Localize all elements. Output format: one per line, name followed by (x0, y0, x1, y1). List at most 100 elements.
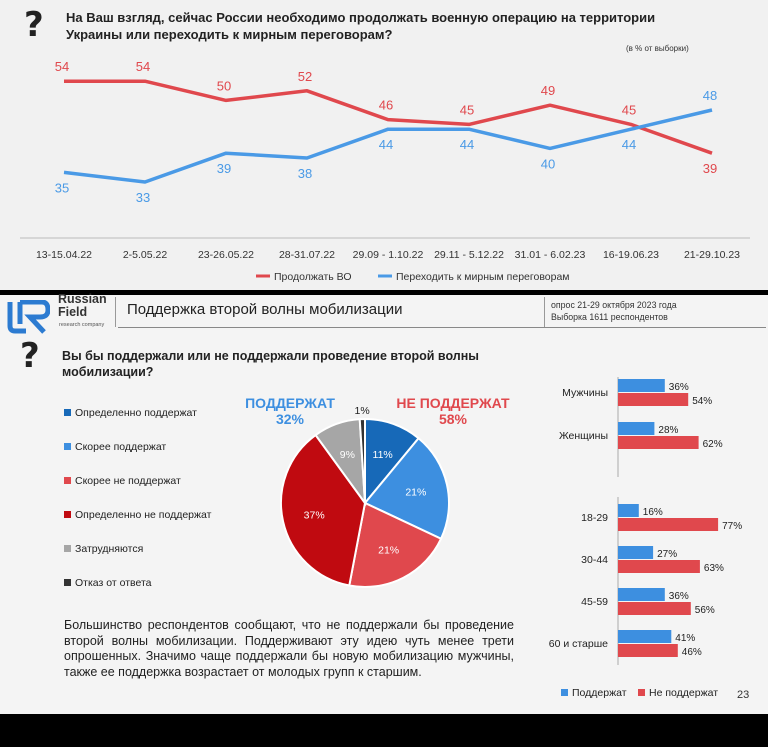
data-label: 54 (136, 59, 150, 74)
bar-category-label: Мужчины (562, 387, 608, 399)
logo-line-1: Russian (58, 292, 107, 306)
pie-value-label: 9% (340, 449, 355, 461)
pie-legend-item: Затрудняются (64, 543, 143, 555)
pie-legend-item: Определенно поддержат (64, 407, 197, 419)
legend-label: Скорее не поддержат (75, 475, 181, 487)
legend-swatch (638, 689, 645, 696)
bar-category-label: Женщины (559, 430, 608, 442)
bar-category-label: 60 и старше (549, 638, 608, 650)
data-label: 54 (55, 59, 69, 74)
data-label: 40 (541, 156, 555, 171)
legend-swatch (64, 443, 71, 450)
bar-legend-oppose: Не поддержат (638, 687, 718, 699)
bar (618, 393, 689, 406)
legend-swatch (64, 511, 71, 518)
survey-info: опрос 21-29 октября 2023 года Выборка 16… (551, 299, 677, 323)
logo-line-2: Field (58, 305, 88, 319)
data-label: 45 (622, 102, 636, 117)
legend-label: Продолжать ВО (274, 271, 352, 283)
survey-date: опрос 21-29 октября 2023 года (551, 300, 677, 310)
data-label: 50 (217, 78, 231, 93)
x-tick-label: 31.01 - 6.02.23 (515, 249, 586, 261)
support-value: 32% (275, 411, 305, 427)
summary-text: Большинство респондентов сообщают, что н… (64, 618, 514, 679)
pie-value-label: 21% (378, 544, 399, 556)
legend-label: Отказ от ответа (75, 577, 152, 589)
data-label: 39 (703, 161, 717, 176)
top-panel: ? На Ваш взгляд, сейчас России необходим… (0, 0, 768, 290)
pie-legend-item: Скорее поддержат (64, 441, 166, 453)
bar (618, 379, 665, 392)
bar-chart: Мужчины 36%54%Женщины 28%62%18-29 16%77%30-… (549, 377, 742, 665)
data-label: 39 (217, 161, 231, 176)
data-label: 35 (55, 180, 69, 195)
legend-label: Затрудняются (75, 543, 144, 555)
survey-sample: Выборка 1611 респондентов (551, 312, 668, 322)
bar (618, 630, 672, 643)
bar (618, 602, 691, 615)
bar (618, 546, 654, 559)
legend-label: Не поддержат (649, 687, 719, 699)
x-tick-label: 29.11 - 5.12.22 (434, 249, 504, 261)
bar-category-label: 30-44 (581, 554, 608, 566)
bar-value-label: 16% (643, 507, 663, 518)
data-label: 52 (298, 69, 312, 84)
page-title: Поддержка второй волны мобилизации (127, 301, 403, 318)
pie-value-label: 21% (405, 487, 426, 499)
bar (618, 560, 700, 573)
support-label: ПОДДЕРЖАТ (245, 395, 335, 411)
pie-value-label: 1% (354, 407, 369, 417)
x-tick-label: 23-26.05.22 (198, 249, 254, 261)
russian-field-logo-icon (6, 299, 51, 334)
bar-value-label: 28% (658, 425, 678, 436)
bar-value-label: 36% (669, 591, 689, 602)
line-chart-question: На Ваш взгляд, сейчас России необходимо … (66, 10, 656, 42)
legend-label: Скорее поддержат (75, 441, 167, 453)
legend-label: Поддержат (572, 687, 627, 699)
question-mark-icon: ? (20, 336, 40, 376)
line-chart: 54 54 50 52 46 45 49 45 39 35 33 39 38 44 44 40 44 48 13-1… (20, 59, 750, 283)
legend-swatch (64, 477, 71, 484)
legend-label: Переходить к мирным переговорам (396, 271, 570, 283)
data-label: 45 (460, 102, 474, 117)
page-number: 23 (737, 689, 750, 701)
oppose-value: 58% (438, 411, 468, 427)
data-label: 44 (622, 137, 636, 152)
data-label: 46 (379, 98, 393, 113)
pie-slice (348, 501, 443, 588)
oppose-total: НЕ ПОДДЕРЖАТ 58% (388, 395, 518, 427)
bar-value-label: 36% (669, 382, 689, 393)
header-underline (118, 327, 766, 328)
bar-value-label: 63% (704, 563, 724, 574)
bar (618, 436, 699, 449)
pie-slice (358, 417, 366, 504)
logo-text: Russian Field (58, 293, 107, 319)
bottom-panel: Russian Field research company Поддержка… (0, 293, 768, 714)
x-tick-label: 21-29.10.23 (684, 249, 740, 261)
legend-label: Определенно не поддержат (75, 509, 212, 521)
data-label: 49 (541, 83, 555, 98)
x-tick-label: 2-5.05.22 (123, 249, 168, 261)
line-series-0 (64, 79, 713, 155)
bar (618, 422, 655, 435)
legend-swatch (64, 579, 71, 586)
pie-slice (363, 436, 450, 541)
oppose-label: НЕ ПОДДЕРЖАТ (396, 395, 510, 411)
pie-legend-item: Скорее не поддержат (64, 475, 181, 487)
data-label: 44 (379, 137, 393, 152)
x-tick-label: 28-31.07.22 (279, 249, 335, 261)
bar (618, 518, 719, 531)
bar (618, 644, 678, 657)
bar-value-label: 54% (692, 396, 712, 407)
pie-value-label: 11% (373, 449, 393, 461)
pie-slice (280, 433, 367, 587)
bar-value-label: 46% (682, 647, 702, 658)
data-label: 38 (298, 166, 312, 181)
bar-value-label: 56% (695, 605, 715, 616)
legend-swatch (64, 409, 71, 416)
header-divider-right (544, 297, 545, 327)
data-label: 33 (136, 190, 150, 205)
pie-value-label: 37% (304, 509, 325, 521)
pie-legend-item: Отказ от ответа (64, 577, 152, 589)
bar (618, 588, 665, 601)
